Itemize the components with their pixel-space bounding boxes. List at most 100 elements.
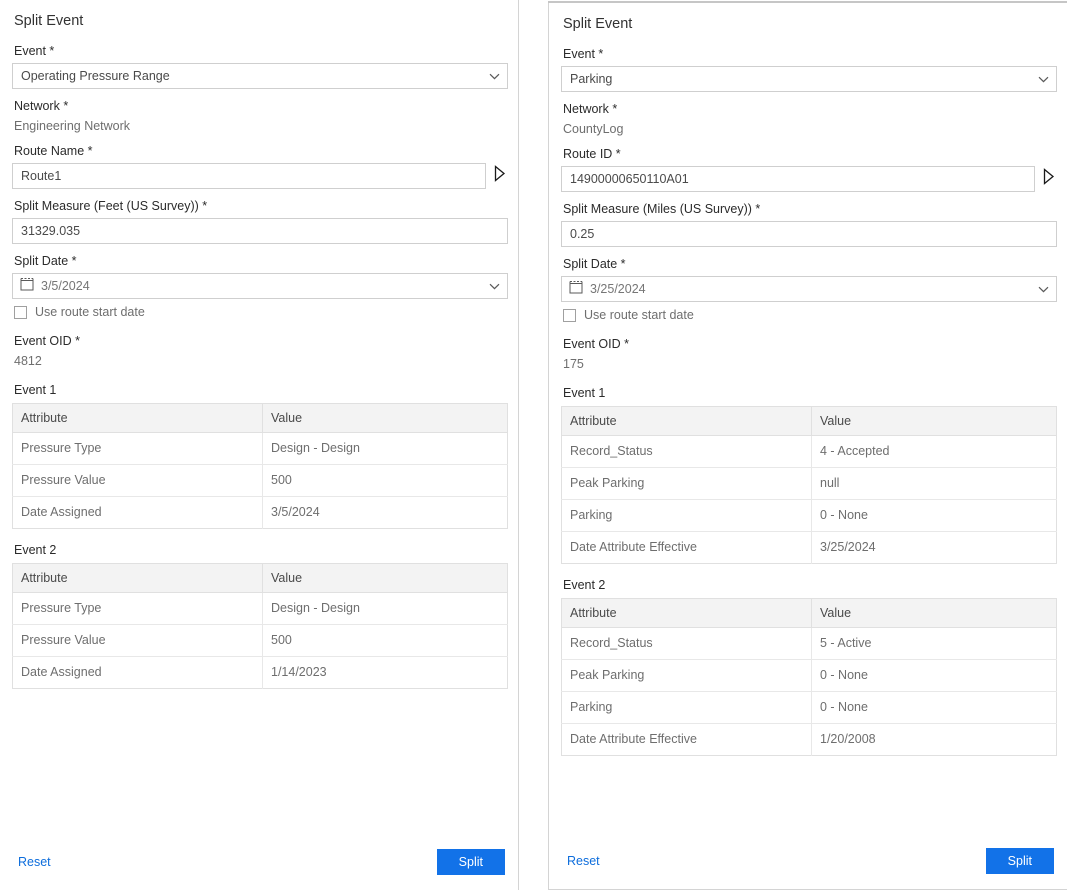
table-row: Record_Status 4 - Accepted bbox=[561, 435, 1057, 468]
cell-value: 500 bbox=[262, 464, 508, 497]
cell-value: Design - Design bbox=[262, 432, 508, 465]
cell-value: null bbox=[811, 467, 1057, 500]
event-label: Event * bbox=[14, 44, 55, 58]
event-field-group: Event * Operating Pressure Range bbox=[12, 44, 508, 89]
table-row: Peak Parking 0 - None bbox=[561, 659, 1057, 692]
cursor-arrow-icon bbox=[1042, 167, 1056, 191]
cell-value: 0 - None bbox=[811, 499, 1057, 532]
use-route-start-date-checkbox[interactable] bbox=[14, 306, 27, 319]
route-field-group: Route Name * bbox=[12, 144, 508, 189]
reset-link[interactable]: Reset bbox=[18, 854, 51, 869]
table-header-row: Attribute Value bbox=[12, 563, 508, 593]
split-date-value: 3/25/2024 bbox=[590, 282, 646, 296]
split-date-field-group: Split Date * bbox=[561, 257, 1057, 323]
split-button[interactable]: Split bbox=[985, 848, 1054, 874]
event-oid-label: Event OID * bbox=[14, 334, 80, 348]
cell-attribute: Record_Status bbox=[561, 627, 812, 660]
cell-value: 1/20/2008 bbox=[820, 732, 876, 746]
route-input-row bbox=[561, 166, 1057, 192]
cell-value: 4 - Accepted bbox=[811, 435, 1057, 468]
event-oid-label: Event OID * bbox=[563, 337, 629, 351]
cell-attribute: Peak Parking bbox=[561, 659, 812, 692]
cell-value: 3/5/2024 bbox=[271, 505, 320, 519]
cell-value: 0 - None bbox=[811, 691, 1057, 724]
table-row: Date Attribute Effective 3/25/2024 bbox=[561, 531, 1057, 564]
event-1-caption: Event 1 bbox=[563, 386, 606, 400]
use-route-start-date-label: Use route start date bbox=[35, 305, 145, 319]
use-route-start-date-label: Use route start date bbox=[584, 308, 694, 322]
event-2-caption: Event 2 bbox=[14, 543, 57, 557]
route-input-row bbox=[12, 163, 508, 189]
network-label: Network * bbox=[14, 99, 69, 113]
split-date-picker[interactable]: 3/5/2024 bbox=[12, 273, 508, 299]
event-label: Event * bbox=[563, 47, 604, 61]
column-header-attribute: Attribute bbox=[12, 403, 263, 433]
event-select-wrap[interactable]: Operating Pressure Range bbox=[12, 63, 508, 89]
cell-attribute: Date Attribute Effective bbox=[561, 723, 812, 756]
use-route-start-date-row[interactable]: Use route start date bbox=[563, 308, 1057, 323]
route-input[interactable] bbox=[12, 163, 486, 189]
table-row: Date Assigned 1/14/2023 bbox=[12, 656, 508, 689]
page-title: Split Event bbox=[563, 16, 633, 32]
event-select-wrap[interactable]: Parking bbox=[561, 66, 1057, 92]
table-row: Pressure Value 500 bbox=[12, 624, 508, 657]
split-date-input[interactable]: 3/5/2024 bbox=[12, 273, 508, 299]
calendar-icon bbox=[569, 280, 583, 299]
route-field-group: Route ID * bbox=[561, 147, 1057, 192]
column-header-attribute: Attribute bbox=[561, 406, 812, 436]
split-date-field-group: Split Date * bbox=[12, 254, 508, 320]
split-date-input[interactable]: 3/25/2024 bbox=[561, 276, 1057, 302]
split-button[interactable]: Split bbox=[436, 849, 505, 875]
table-row: Date Assigned 3/5/2024 bbox=[12, 496, 508, 529]
split-date-value: 3/5/2024 bbox=[41, 279, 90, 293]
table-header-row: Attribute Value bbox=[12, 403, 508, 433]
split-date-picker[interactable]: 3/25/2024 bbox=[561, 276, 1057, 302]
network-value: CountyLog bbox=[563, 122, 624, 136]
column-header-value: Value bbox=[811, 598, 1057, 628]
cell-attribute: Pressure Value bbox=[12, 624, 263, 657]
event-oid-field-group: Event OID * 4812 bbox=[12, 334, 508, 369]
split-measure-field-group: Split Measure (Miles (US Survey)) * bbox=[561, 202, 1057, 247]
cell-attribute: Peak Parking bbox=[561, 467, 812, 500]
cell-value: 3/25/2024 bbox=[820, 540, 876, 554]
split-measure-label: Split Measure (Feet (US Survey)) * bbox=[14, 199, 208, 213]
event-select[interactable]: Parking bbox=[561, 66, 1057, 92]
cell-attribute: Date Assigned bbox=[12, 656, 263, 689]
use-route-start-date-row[interactable]: Use route start date bbox=[14, 305, 508, 320]
cell-attribute: Pressure Type bbox=[12, 592, 263, 625]
route-label: Route Name * bbox=[14, 144, 93, 158]
route-input[interactable] bbox=[561, 166, 1035, 192]
table-row: Peak Parking null bbox=[561, 467, 1057, 500]
table-row: Parking 0 - None bbox=[561, 499, 1057, 532]
table-row: Pressure Type Design - Design bbox=[12, 432, 508, 465]
event-2-caption: Event 2 bbox=[563, 578, 606, 592]
use-route-start-date-checkbox[interactable] bbox=[563, 309, 576, 322]
split-measure-field-group: Split Measure (Feet (US Survey)) * bbox=[12, 199, 508, 244]
network-field-group: Network * Engineering Network bbox=[12, 99, 508, 134]
cell-attribute: Pressure Type bbox=[12, 432, 263, 465]
panel-footer-left: Reset Split bbox=[0, 834, 518, 890]
column-header-value: Value bbox=[811, 406, 1057, 436]
cell-value: 500 bbox=[262, 624, 508, 657]
network-field-group: Network * CountyLog bbox=[561, 102, 1057, 137]
route-label: Route ID * bbox=[563, 147, 621, 161]
cell-value: Design - Design bbox=[262, 592, 508, 625]
split-event-panel-right: Split Event Event * Parking Network * Co… bbox=[548, 1, 1067, 890]
cell-value: 0 - None bbox=[811, 659, 1057, 692]
page-title: Split Event bbox=[14, 13, 84, 29]
table-row: Pressure Value 500 bbox=[12, 464, 508, 497]
cell-value: 5 - Active bbox=[811, 627, 1057, 660]
reset-link[interactable]: Reset bbox=[567, 853, 600, 868]
column-header-value: Value bbox=[262, 403, 508, 433]
split-measure-input[interactable] bbox=[12, 218, 508, 244]
event-1-caption: Event 1 bbox=[14, 383, 57, 397]
event-select[interactable]: Operating Pressure Range bbox=[12, 63, 508, 89]
cell-value: 1/14/2023 bbox=[271, 665, 327, 679]
event-oid-value: 175 bbox=[563, 357, 584, 371]
cell-attribute: Parking bbox=[561, 691, 812, 724]
panel-footer-right: Reset Split bbox=[549, 833, 1067, 889]
event-1-table: Attribute Value Record_Status 4 - Accept… bbox=[561, 406, 1057, 564]
split-measure-input[interactable] bbox=[561, 221, 1057, 247]
split-date-label: Split Date * bbox=[563, 257, 626, 271]
cell-attribute: Pressure Value bbox=[12, 464, 263, 497]
